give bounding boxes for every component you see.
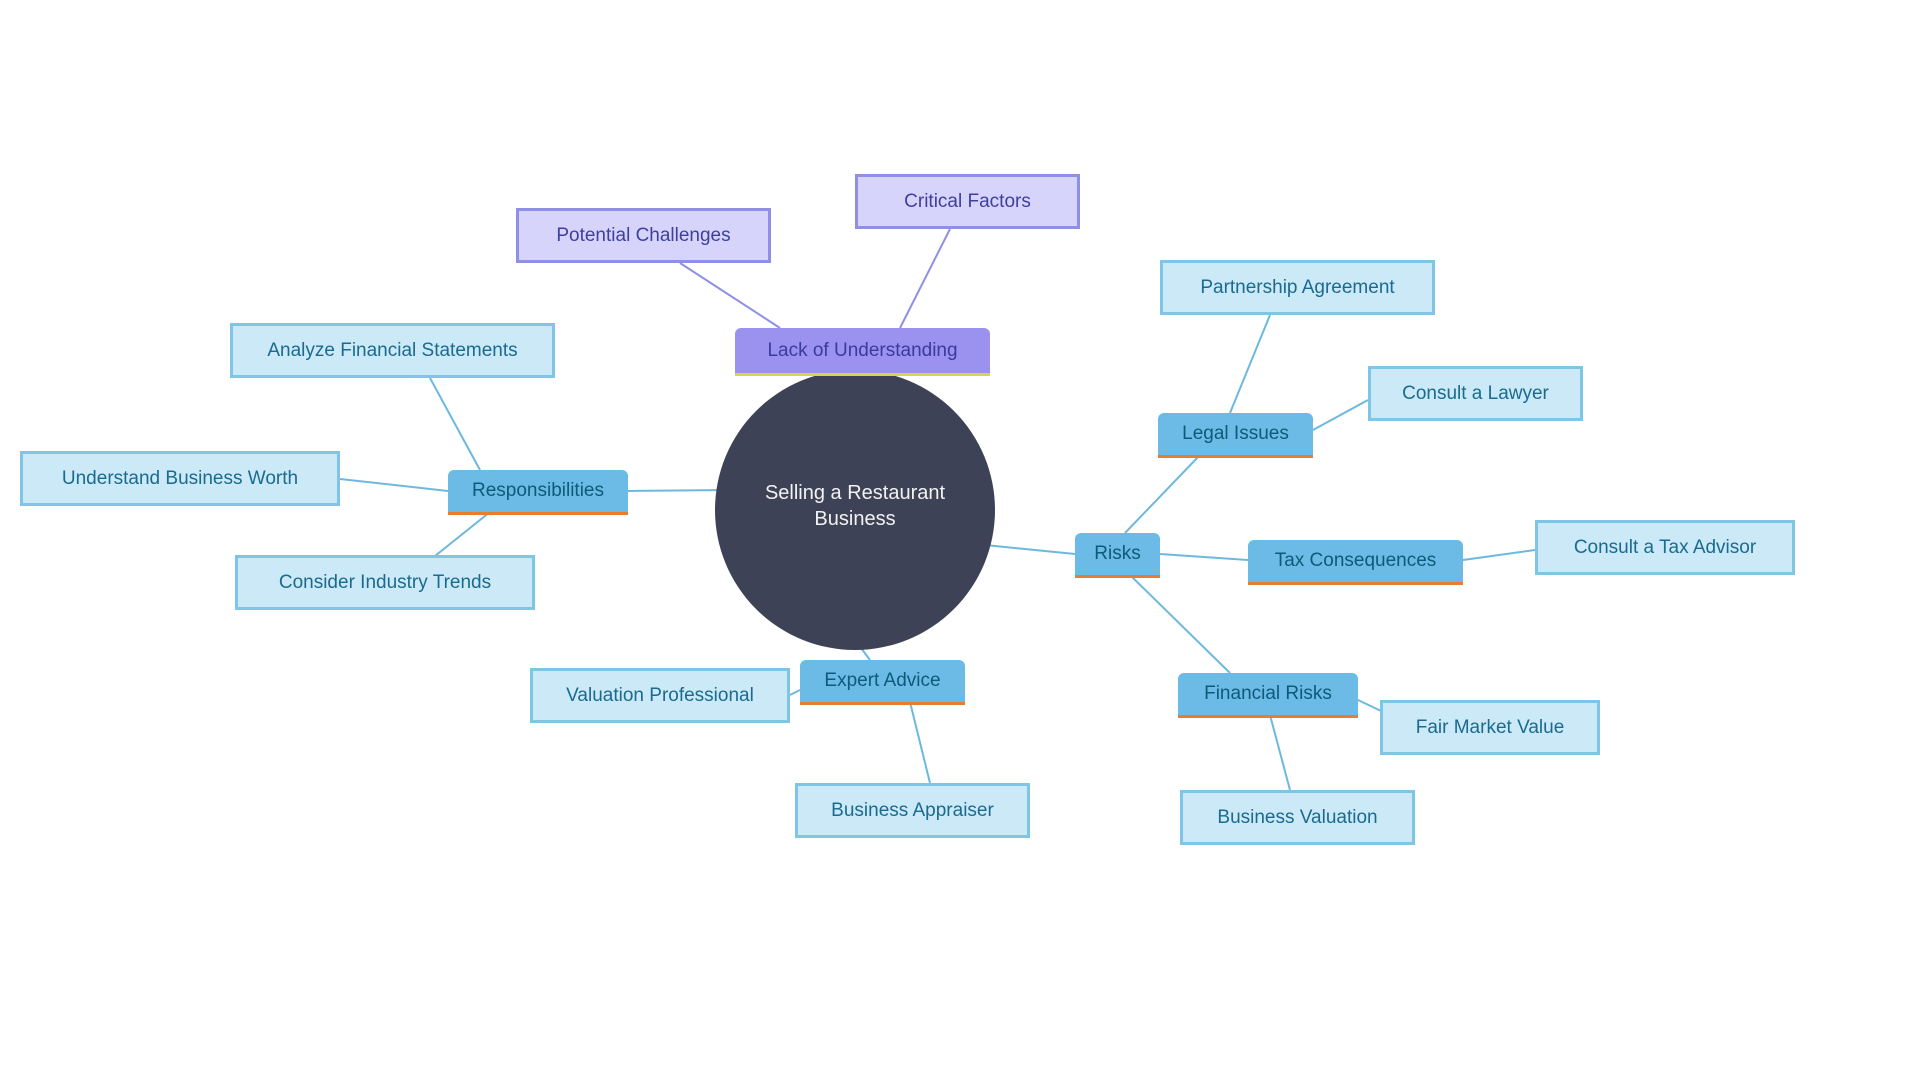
- node-tax_advisor: Consult a Tax Advisor: [1535, 520, 1795, 575]
- branch-underline: [1248, 582, 1463, 585]
- node-label: Consult a Lawyer: [1402, 383, 1549, 405]
- node-critical: Critical Factors: [855, 174, 1080, 229]
- node-valuation_pro: Valuation Professional: [530, 668, 790, 723]
- node-tax: Tax Consequences: [1248, 540, 1463, 582]
- node-risks: Risks: [1075, 533, 1160, 575]
- node-label: Analyze Financial Statements: [267, 340, 517, 362]
- node-label: Valuation Professional: [566, 685, 754, 707]
- node-center: Selling a Restaurant Business: [715, 370, 995, 650]
- node-label: Responsibilities: [472, 480, 604, 502]
- node-worth: Understand Business Worth: [20, 451, 340, 506]
- node-label: Consult a Tax Advisor: [1574, 537, 1756, 559]
- branch-underline: [448, 512, 628, 515]
- node-label: Tax Consequences: [1275, 550, 1437, 572]
- node-label: Business Appraiser: [831, 800, 994, 822]
- node-label: Understand Business Worth: [62, 468, 298, 490]
- node-partnership: Partnership Agreement: [1160, 260, 1435, 315]
- node-label: Expert Advice: [824, 670, 940, 692]
- branch-underline: [800, 702, 965, 705]
- branch-underline: [1075, 575, 1160, 578]
- node-expert: Expert Advice: [800, 660, 965, 702]
- branch-underline: [1178, 715, 1358, 718]
- node-label: Lack of Understanding: [767, 340, 957, 362]
- node-label: Risks: [1094, 543, 1140, 565]
- branch-underline: [735, 373, 990, 376]
- node-label: Partnership Agreement: [1200, 277, 1394, 299]
- node-legal: Legal Issues: [1158, 413, 1313, 455]
- node-financial: Financial Risks: [1178, 673, 1358, 715]
- node-lack: Lack of Understanding: [735, 328, 990, 373]
- node-appraiser: Business Appraiser: [795, 783, 1030, 838]
- mindmap-canvas: Selling a Restaurant Business Lack of Und…: [0, 0, 1920, 1080]
- node-fmv: Fair Market Value: [1380, 700, 1600, 755]
- node-label: Consider Industry Trends: [279, 572, 491, 594]
- node-potential: Potential Challenges: [516, 208, 771, 263]
- node-biz_val: Business Valuation: [1180, 790, 1415, 845]
- node-responsibilities: Responsibilities: [448, 470, 628, 512]
- node-trends: Consider Industry Trends: [235, 555, 535, 610]
- node-label: Potential Challenges: [556, 225, 730, 247]
- branch-underline: [1158, 455, 1313, 458]
- node-label: Business Valuation: [1217, 807, 1377, 829]
- node-analyze: Analyze Financial Statements: [230, 323, 555, 378]
- node-label: Critical Factors: [904, 191, 1031, 213]
- node-label: Financial Risks: [1204, 683, 1332, 705]
- node-lawyer: Consult a Lawyer: [1368, 366, 1583, 421]
- node-label: Fair Market Value: [1416, 717, 1565, 739]
- node-label: Legal Issues: [1182, 423, 1289, 445]
- node-label: Selling a Restaurant Business: [725, 480, 985, 532]
